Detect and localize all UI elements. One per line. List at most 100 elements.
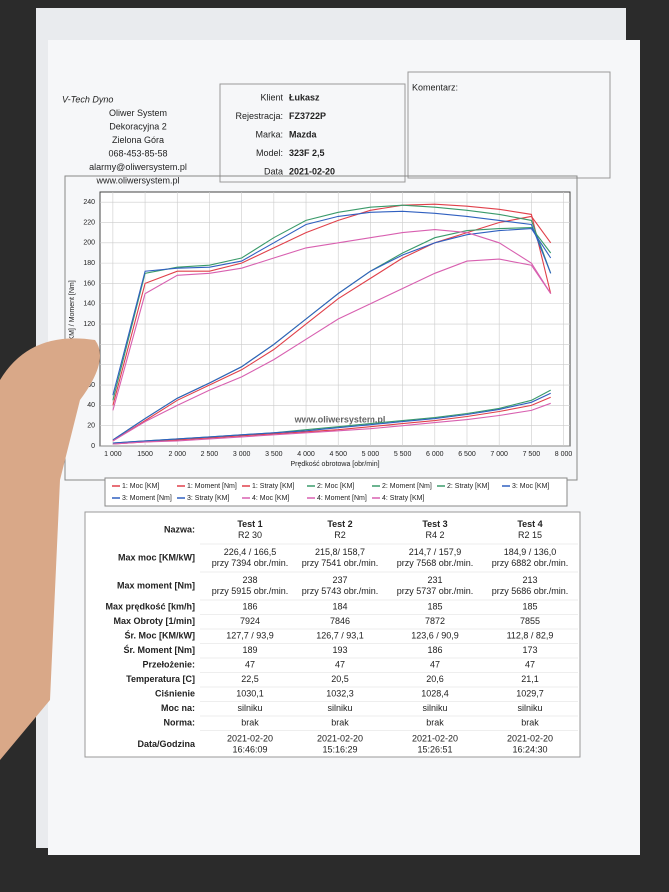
field-label: Marka: (255, 129, 283, 139)
cell-text: 1028,4 (421, 689, 449, 699)
cell-text: 1029,7 (516, 689, 544, 699)
cell-text: 193 (332, 645, 347, 655)
x-tick-label: 2 000 (168, 451, 186, 458)
plot-area (99, 191, 571, 447)
y-tick-label: 20 (87, 423, 95, 430)
row-label: Data/Godzina (137, 739, 196, 749)
cell-text: 189 (242, 645, 257, 655)
legend-entry: 2: Moment [Nm] (382, 483, 432, 490)
y-tick-label: 60 (87, 382, 95, 389)
series-line (112, 228, 552, 441)
row-label: Max prędkość [km/h] (105, 602, 195, 612)
legend-entry: 3: Moc [KM] (512, 483, 549, 490)
cell-text: 1032,3 (326, 689, 354, 699)
cell-text: silniku (237, 703, 262, 713)
cell-text: 112,8 / 82,9 (507, 631, 554, 641)
cell-text: 214,7 / 157,9 (409, 547, 462, 557)
row-label: Max moment [Nm] (117, 580, 195, 590)
cell-text: 186 (242, 602, 257, 612)
row-label: Moc na: (161, 703, 195, 713)
legend-box (104, 477, 568, 507)
cell-text: 238 (242, 575, 257, 585)
cell-text: Test 4 (517, 519, 542, 529)
company-line: 068-453-85-58 (108, 148, 167, 158)
comment-label: Komentarz: (412, 82, 458, 92)
company-line: www.oliwersystem.pl (95, 175, 179, 185)
legend-entry: 4: Moment [Nm] (317, 495, 367, 502)
cell-text: 2021-02-20 (317, 733, 363, 743)
cell-text: 20,5 (331, 674, 349, 684)
cell-text: 2021-02-20 (227, 733, 273, 743)
x-tick-label: 7 000 (490, 451, 508, 458)
cell-text: Test 2 (327, 519, 352, 529)
cell-text: 15:16:29 (322, 744, 357, 754)
series-line (112, 215, 552, 442)
cell-text: R2 (334, 530, 346, 540)
legend-entry: 2: Straty [KM] (447, 483, 489, 490)
legend-entry: 3: Straty [KM] (187, 495, 229, 502)
cell-text: 186 (427, 645, 442, 655)
cell-text: 184,9 / 136,0 (504, 547, 557, 557)
field-value: 323F 2,5 (289, 148, 325, 158)
cell-text: 21,1 (521, 674, 539, 684)
hand (0, 338, 100, 892)
row-label: Śr. Moc [KM/kW] (124, 630, 195, 641)
x-tick-label: 6 500 (458, 451, 476, 458)
cell-text: przy 6882 obr./min. (492, 558, 569, 568)
field-label: Data (264, 166, 283, 176)
legend-entry: 4: Moc [KM] (252, 495, 289, 502)
cell-text: 185 (427, 602, 442, 612)
y-axis-label: Moc [KM] / Moment [Nm] (69, 280, 76, 357)
cell-text: 16:24:30 (512, 744, 547, 754)
cell-text: 7872 (425, 616, 445, 626)
x-tick-label: 5 000 (362, 451, 380, 458)
y-tick-label: 200 (83, 240, 95, 247)
field-value: FZ3722P (289, 111, 326, 121)
cell-text: 7855 (520, 616, 540, 626)
series-line (112, 258, 552, 442)
x-axis-label: Prędkość obrotowa [obr/min] (290, 461, 379, 468)
y-tick-label: 140 (83, 301, 95, 308)
cell-text: 184 (332, 602, 347, 612)
cell-text: R2 15 (518, 530, 542, 540)
y-tick-label: 220 (83, 219, 95, 226)
legend-entry: 1: Moc [KM] (122, 483, 159, 490)
comment-box (407, 71, 611, 179)
series-line (112, 203, 552, 406)
row-label: Max moc [KM/kW] (118, 552, 195, 562)
field-value: Łukasz (289, 92, 320, 102)
legend-entry: 2: Moc [KM] (317, 483, 354, 490)
cell-text: Test 1 (237, 519, 262, 529)
cell-text: 127,7 / 93,9 (226, 631, 274, 641)
y-tick-label: 40 (87, 402, 95, 409)
cell-text: brak (241, 718, 259, 728)
company-line: Dekoracyjna 2 (109, 121, 167, 131)
cell-text: przy 7568 obr./min. (397, 558, 474, 568)
row-label: Śr. Moment [Nm] (123, 644, 195, 655)
cell-text: przy 7541 obr./min. (302, 558, 379, 568)
y-tick-label: 240 (83, 199, 95, 206)
cell-text: 231 (427, 575, 442, 585)
cell-text: 2021-02-20 (507, 733, 553, 743)
legend-entry: 1: Straty [KM] (252, 483, 294, 490)
x-tick-label: 3 000 (233, 451, 251, 458)
client-box (219, 83, 406, 183)
legend-entry: 4: Straty [KM] (382, 495, 424, 502)
cell-text: 16:46:09 (232, 744, 267, 754)
series-line (112, 402, 551, 445)
row-label: Ciśnienie (155, 689, 195, 699)
x-tick-label: 5 500 (394, 451, 412, 458)
x-tick-label: 1 000 (104, 451, 122, 458)
cell-text: 173 (522, 645, 537, 655)
company-line: Oliwer System (109, 108, 167, 118)
series-line (112, 204, 552, 401)
row-label: Przełożenie: (142, 660, 195, 670)
cell-text: brak (331, 718, 349, 728)
row-label: Max Obroty [1/min] (113, 616, 195, 626)
cell-text: 185 (522, 602, 537, 612)
cell-text: 47 (525, 660, 535, 670)
field-value: Mazda (289, 129, 318, 139)
x-tick-label: 3 500 (265, 451, 283, 458)
cell-text: 15:26:51 (417, 744, 452, 754)
